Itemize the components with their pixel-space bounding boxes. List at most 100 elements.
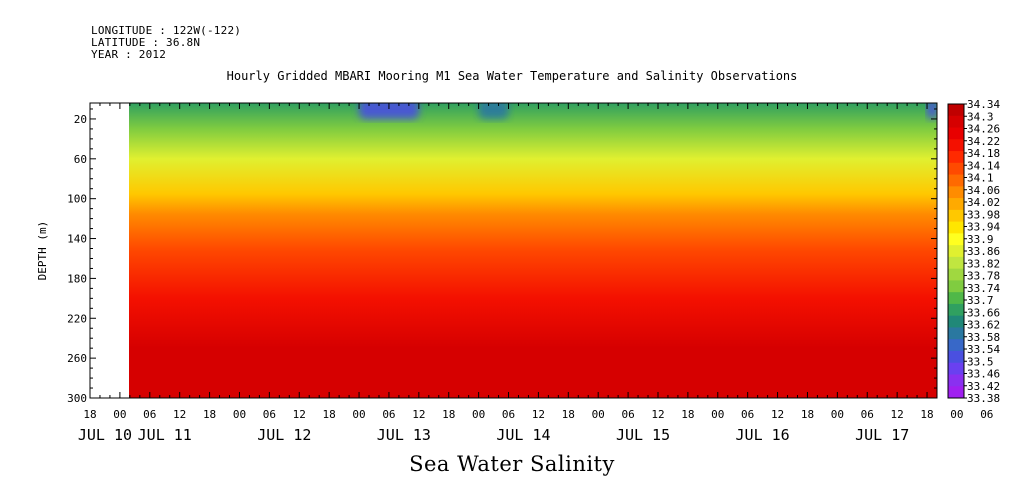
x-day-label: JUL 16 <box>736 426 790 444</box>
colorbar-swatch <box>948 174 964 187</box>
x-hour-label: 18 <box>920 408 933 421</box>
x-hour-label: 00 <box>113 408 126 421</box>
colorbar-swatch <box>948 104 964 117</box>
y-axis-title: DEPTH (m) <box>36 221 49 281</box>
y-tick-label: 60 <box>74 153 87 166</box>
x-day-label: JUL 17 <box>855 426 909 444</box>
colorbar-label: 33.66 <box>967 306 1000 319</box>
colorbar-label: 34.26 <box>967 123 1000 136</box>
colorbar-label: 33.94 <box>967 221 1000 234</box>
colorbar-label: 33.42 <box>967 380 1000 393</box>
colorbar-swatch <box>948 292 964 305</box>
colorbar-label: 33.78 <box>967 270 1000 283</box>
colorbar-swatch <box>948 198 964 211</box>
colorbar-swatch <box>948 327 964 340</box>
x-hour-label: 06 <box>382 408 395 421</box>
x-hour-label: 12 <box>293 408 306 421</box>
colorbar-label: 34.06 <box>967 184 1000 197</box>
colorbar-swatch <box>948 233 964 246</box>
chart-subtitle: Sea Water Salinity <box>409 452 615 476</box>
x-day-label: JUL 15 <box>616 426 670 444</box>
colorbar-label: 33.7 <box>967 294 994 307</box>
x-hour-label: 12 <box>173 408 186 421</box>
x-day-label: JUL 12 <box>257 426 311 444</box>
colorbar-swatch <box>948 350 964 364</box>
x-hour-label: 12 <box>891 408 904 421</box>
colorbar-swatch <box>948 127 964 140</box>
plot-frame <box>89 102 938 399</box>
y-tick-label: 220 <box>67 312 87 325</box>
longitude-label: LONGITUDE : 122W(-122) <box>91 24 242 37</box>
x-hour-label: 00 <box>233 408 246 421</box>
colorbar-label: 33.9 <box>967 233 994 246</box>
colorbar-label: 33.58 <box>967 331 1000 344</box>
x-hour-label: 00 <box>352 408 365 421</box>
x-hour-label: 06 <box>263 408 276 421</box>
colorbar-label: 33.86 <box>967 245 1000 258</box>
surface-low-salinity-3 <box>927 103 937 119</box>
colorbar-swatch <box>948 139 964 152</box>
x-day-label: JUL 10 <box>78 426 132 444</box>
colorbar-label: 34.18 <box>967 147 1000 160</box>
colorbar-label: 33.82 <box>967 257 1000 270</box>
colorbar-swatch <box>948 386 964 399</box>
colorbar-label: 33.5 <box>967 355 994 368</box>
colorbar-label: 33.98 <box>967 208 1000 221</box>
colorbar-swatch <box>948 162 964 176</box>
colorbar-label: 34.34 <box>967 98 1000 111</box>
y-tick-label: 140 <box>67 233 87 246</box>
colorbar-swatch <box>948 280 964 293</box>
salinity-field <box>129 103 937 398</box>
colorbar-swatch <box>948 374 964 387</box>
x-hour-label: 12 <box>651 408 664 421</box>
x-hour-label: 06 <box>143 408 156 421</box>
x-hour-label: 12 <box>771 408 784 421</box>
chart-title: Hourly Gridded MBARI Mooring M1 Sea Wate… <box>226 69 798 83</box>
x-hour-label: 18 <box>323 408 336 421</box>
colorbar: 34.3434.334.2634.2234.1834.1434.134.0634… <box>947 98 1000 405</box>
y-tick-label: 260 <box>67 352 87 365</box>
x-hour-label: 06 <box>980 408 993 421</box>
colorbar-swatch <box>948 245 964 258</box>
colorbar-label: 34.02 <box>967 196 1000 209</box>
year-label: YEAR : 2012 <box>91 48 167 61</box>
x-hour-label: 00 <box>950 408 963 421</box>
x-hour-label: 06 <box>861 408 874 421</box>
x-hour-label: 06 <box>621 408 634 421</box>
colorbar-swatch <box>948 268 964 281</box>
x-hour-label: 12 <box>412 408 425 421</box>
colorbar-label: 34.3 <box>967 110 994 123</box>
colorbar-label: 33.62 <box>967 319 1000 332</box>
y-tick-label: 180 <box>67 272 87 285</box>
x-hour-label: 18 <box>203 408 216 421</box>
x-hour-label: 18 <box>442 408 455 421</box>
x-hour-label: 18 <box>562 408 575 421</box>
colorbar-swatch <box>948 186 964 199</box>
x-day-label: JUL 11 <box>138 426 192 444</box>
colorbar-swatch <box>948 115 964 129</box>
colorbar-label: 33.38 <box>967 392 1000 405</box>
x-hour-label: 00 <box>711 408 724 421</box>
colorbar-label: 33.46 <box>967 368 1000 381</box>
colorbar-swatch <box>948 315 964 328</box>
x-hour-label: 00 <box>592 408 605 421</box>
y-tick-label: 300 <box>67 392 87 405</box>
x-hour-label: 18 <box>801 408 814 421</box>
x-hour-label: 00 <box>831 408 844 421</box>
x-day-label: JUL 14 <box>496 426 550 444</box>
x-hour-label: 18 <box>83 408 96 421</box>
colorbar-label: 33.74 <box>967 282 1000 295</box>
y-tick-label: 100 <box>67 193 87 206</box>
x-hour-label: 18 <box>681 408 694 421</box>
chart-axes: 20 60 100 140 180 220 260 300 DEPTH (m) 18 00 06 12 1… <box>36 103 993 444</box>
colorbar-label: 34.1 <box>967 172 994 185</box>
surface-low-salinity-1 <box>359 103 419 119</box>
colorbar-swatch <box>948 209 964 223</box>
colorbar-label: 33.54 <box>967 343 1000 356</box>
x-day-label: JUL 13 <box>377 426 431 444</box>
colorbar-swatch <box>948 362 964 375</box>
colorbar-label: 34.14 <box>967 159 1000 172</box>
x-hour-label: 00 <box>472 408 485 421</box>
latitude-label: LATITUDE : 36.8N <box>91 36 201 49</box>
